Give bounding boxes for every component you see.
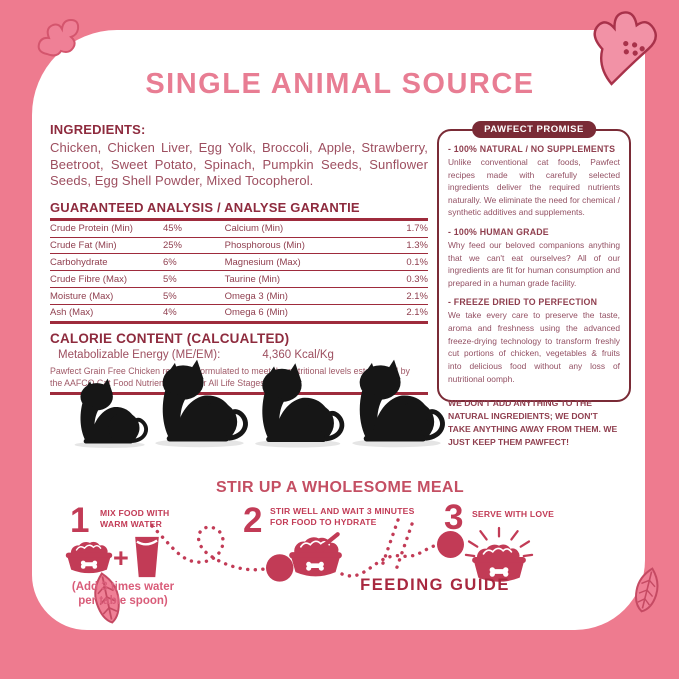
table-row: Ash (Max) 4% Omega 6 (Min) 2.1% xyxy=(50,304,428,322)
step-2-number: 2 xyxy=(243,501,263,540)
analysis-label: Phosphorous (Min) xyxy=(224,237,381,255)
analysis-label: Omega 3 (Min) xyxy=(224,287,381,305)
step-3-label: SERVE WITH LOVE xyxy=(472,509,555,519)
leaf-decoration-bottom-right xyxy=(634,567,659,613)
analysis-value: 2.1% xyxy=(380,287,428,305)
food-bowl-icon xyxy=(65,541,113,574)
table-row: Carbohydrate 6% Magnesium (Max) 0.1% xyxy=(50,253,428,272)
cat-silhouette-icon xyxy=(255,363,345,448)
cat-silhouette-icon xyxy=(155,359,248,448)
table-row: Crude Fibre (Max) 5% Taurine (Min) 0.3% xyxy=(50,270,428,288)
promise-body: Unlike conventional cat foods, Pawfect r… xyxy=(448,157,620,218)
analysis-label: Magnesium (Max) xyxy=(224,253,381,272)
promise-heading: - 100% NATURAL / NO SUPPLEMENTS xyxy=(448,144,616,154)
analysis-label: Taurine (Min) xyxy=(224,270,381,288)
promise-footer: WE DON'T ADD ANYTHING TO THE NATURAL ING… xyxy=(448,398,618,447)
analysis-value: 4% xyxy=(162,304,225,322)
analysis-label: Crude Protein (Min) xyxy=(50,220,163,238)
analysis-value: 0.3% xyxy=(380,270,428,288)
analysis-value: 1.7% xyxy=(380,220,428,238)
pawfect-promise-box: PAWFECT PROMISE - 100% NATURAL / NO SUPP… xyxy=(437,121,631,447)
promise-section: - 100% HUMAN GRADE Why feed our beloved … xyxy=(448,227,620,289)
analysis-value: 0.1% xyxy=(380,253,428,272)
analysis-value: 45% xyxy=(162,220,225,238)
analysis-label: Ash (Max) xyxy=(50,304,163,322)
calorie-heading: CALORIE CONTENT (CALCUALTED) xyxy=(50,330,290,346)
guaranteed-analysis-table: Crude Protein (Min) 45% Calcium (Min) 1.… xyxy=(50,220,428,322)
promise-heading: - 100% HUMAN GRADE xyxy=(448,227,549,238)
stir-bowl-with-spoon-icon xyxy=(266,532,342,582)
cat-silhouette-icon xyxy=(351,359,445,448)
promise-section: - FREEZE DRIED TO PERFECTION We take eve… xyxy=(448,297,620,385)
step-1-number: 1 xyxy=(70,501,90,540)
dotted-trail xyxy=(150,518,445,578)
analysis-value: 5% xyxy=(162,287,225,305)
analysis-label: Moisture (Max) xyxy=(50,287,163,305)
analysis-value: 6% xyxy=(162,253,225,272)
energy-value: 4,360 Kcal/Kg xyxy=(262,348,334,361)
energy-line: Metabolizable Energy (ME/EM): 4,360 Kcal/… xyxy=(50,349,428,361)
analysis-label: Omega 6 (Min) xyxy=(224,304,381,322)
energy-label: Metabolizable Energy (ME/EM): xyxy=(58,348,221,361)
water-ratio-note: (Add 3 times water per table spoon) xyxy=(71,581,175,607)
page-title: SINGLE ANIMAL SOURCE xyxy=(145,68,535,100)
analysis-label: Crude Fat (Min) xyxy=(50,237,163,255)
step-1-label: MIX FOOD WITH WARM WATER xyxy=(100,508,170,530)
rule xyxy=(50,392,428,396)
analysis-value: 25% xyxy=(162,237,225,255)
analysis-label: Crude Fibre (Max) xyxy=(50,270,163,288)
cat-silhouettes-row xyxy=(72,352,447,452)
plus-sign: + xyxy=(113,543,129,573)
step-2-label: STIR WELL AND WAIT 3 MINUTES FOR FOOD TO… xyxy=(270,506,415,528)
table-row: Crude Protein (Min) 45% Calcium (Min) 1.… xyxy=(50,220,428,238)
leaf-decoration-bottom-left xyxy=(94,572,120,624)
ingredients-text: Chicken, Chicken Liver, Egg Yolk, Brocco… xyxy=(50,140,428,189)
meal-title: STIR UP A WHOLESOME MEAL xyxy=(215,479,465,496)
leaf-blob-decoration-top-left xyxy=(37,18,80,57)
promise-section: - 100% NATURAL / NO SUPPLEMENTS Unlike c… xyxy=(448,144,620,219)
analysis-label: Carbohydrate xyxy=(50,253,163,272)
promise-body: We take every care to preserve the taste… xyxy=(448,310,620,384)
feeding-guide-label: FEEDING GUIDE xyxy=(360,576,510,594)
analysis-value: 1.3% xyxy=(380,237,428,255)
nutrition-panel: INGREDIENTS: Chicken, Chicken Liver, Egg… xyxy=(50,122,428,396)
trail-end-dot xyxy=(437,531,464,558)
step-3-number: 3 xyxy=(444,498,464,537)
table-row: Moisture (Max) 5% Omega 3 (Min) 2.1% xyxy=(50,287,428,305)
analysis-value: 2.1% xyxy=(380,304,428,322)
analysis-heading: GUARANTEED ANALYSIS / ANALYSE GARANTIE xyxy=(50,199,360,215)
water-glass-icon xyxy=(135,536,159,578)
flower-decoration-top-right xyxy=(593,11,657,86)
ingredients-heading: INGREDIENTS: xyxy=(50,122,146,137)
rule xyxy=(50,320,428,324)
table-row: Crude Fat (Min) 25% Phosphorous (Min) 1.… xyxy=(50,237,428,255)
cat-silhouette-icon xyxy=(74,378,148,449)
rule xyxy=(50,217,428,221)
promise-heading: - FREEZE DRIED TO PERFECTION xyxy=(448,297,598,308)
pawfect-promise-badge: PAWFECT PROMISE xyxy=(472,121,596,138)
analysis-label: Calcium (Min) xyxy=(224,220,381,238)
serving-bowl-radiant-icon xyxy=(464,526,534,582)
promise-body: Why feed our beloved companions anything… xyxy=(448,240,620,288)
analysis-value: 5% xyxy=(162,270,225,288)
aafco-note: Pawfect Grain Free Chicken recipe is for… xyxy=(50,365,410,388)
